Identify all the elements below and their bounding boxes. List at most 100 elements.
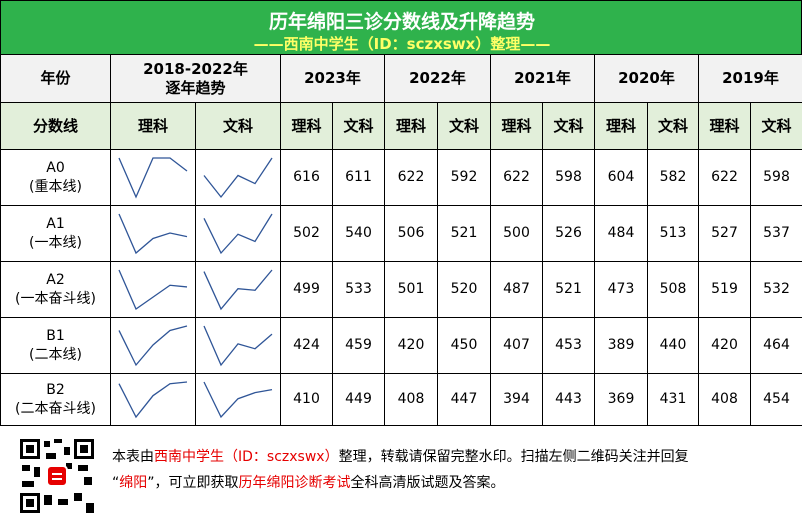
cell-text: 526: [555, 225, 582, 241]
value-cell: 513: [648, 206, 699, 262]
header-cell: 2020年: [595, 55, 699, 103]
trend-cell: [196, 262, 281, 318]
cell-text: 443: [555, 391, 582, 407]
sparkline: [118, 381, 188, 419]
cell-text: (一本奋斗线): [15, 290, 96, 307]
value-cell: 526: [543, 206, 595, 262]
title: 历年绵阳三诊分数线及升降趋势: [268, 11, 535, 33]
header-cell: 理科: [491, 103, 543, 150]
cell-text: 理科: [605, 116, 636, 135]
cell-text: 499: [293, 281, 320, 297]
value-cell: 527: [699, 206, 751, 262]
cell-text: 2022年: [409, 69, 466, 87]
value-cell: 532: [751, 262, 802, 318]
sparkline: [118, 157, 188, 199]
cell-text: 508: [659, 281, 687, 297]
cell-text: 2020年: [618, 69, 675, 87]
cell-text: 604: [607, 169, 635, 185]
value-cell: 447: [438, 374, 491, 426]
value-cell: 453: [543, 318, 595, 374]
cell-text: 453: [555, 337, 582, 353]
cell-text: 450: [450, 337, 478, 353]
footer-text: ”，可立即获取: [147, 475, 239, 491]
value-cell: 450: [438, 318, 491, 374]
trend-cell: [196, 318, 281, 374]
header-cell: 理科: [281, 103, 333, 150]
value-cell: 521: [438, 206, 491, 262]
trend-cell: [196, 374, 281, 426]
cell-text: 408: [397, 391, 425, 407]
header-cell: 2019年: [699, 55, 802, 103]
cell-text: 622: [503, 169, 530, 185]
cell-text: 文科: [553, 116, 584, 135]
cell-text: 582: [659, 169, 687, 185]
header-cell: 文科: [196, 103, 281, 150]
header-cell: 文科: [751, 103, 802, 150]
cell-text: B1: [46, 327, 65, 344]
header-cell: 理科: [385, 103, 438, 150]
value-cell: 389: [595, 318, 648, 374]
header-cell: 分数线: [1, 103, 111, 150]
header-cell: 理科: [699, 103, 751, 150]
sparkline: [203, 325, 273, 367]
cell-text: 616: [293, 169, 320, 185]
row-label: A0 (重本线): [1, 150, 111, 206]
cell-text: 理科: [291, 116, 322, 135]
footer-text: 整理，转载请保留完整水印。扫描左侧二维码关注并回复: [338, 449, 689, 465]
sparkline: [203, 213, 273, 255]
header-cell: 2022年: [385, 55, 491, 103]
cell-text: 文科: [448, 116, 479, 135]
trend-line: [118, 269, 188, 310]
cell-text: 文科: [343, 116, 374, 135]
value-cell: 394: [491, 374, 543, 426]
row-label: B2 (二本奋斗线): [1, 374, 111, 426]
header-cell: 2023年: [281, 55, 385, 103]
cell-text: (二本奋斗线): [15, 400, 96, 417]
value-cell: 598: [543, 150, 595, 206]
value-cell: 598: [751, 150, 802, 206]
cell-text: 537: [763, 225, 790, 241]
header-cell: 文科: [648, 103, 699, 150]
cell-text: 622: [397, 169, 425, 185]
value-cell: 611: [333, 150, 385, 206]
value-cell: 443: [543, 374, 595, 426]
cell-text: 484: [607, 225, 635, 241]
cell-text: 2019年: [722, 69, 779, 87]
cell-text: 410: [293, 391, 320, 407]
cell-text: (二本线): [29, 346, 82, 363]
header-cell: 文科: [333, 103, 385, 150]
value-cell: 540: [333, 206, 385, 262]
value-cell: 582: [648, 150, 699, 206]
cell-text: 598: [555, 169, 582, 185]
cell-text: 520: [450, 281, 478, 297]
cell-text: 454: [763, 391, 790, 407]
cell-text: 文科: [761, 116, 792, 135]
cell-text: 理科: [709, 116, 740, 135]
header-cell: 理科: [595, 103, 648, 150]
value-cell: 473: [595, 262, 648, 318]
value-cell: 506: [385, 206, 438, 262]
cell-text: 2021年: [514, 69, 571, 87]
row-label: A1 (一本线): [1, 206, 111, 262]
cell-text: 513: [659, 225, 687, 241]
value-cell: 464: [751, 318, 802, 374]
cell-text: 文科: [657, 116, 688, 135]
cell-text: 分数线: [32, 116, 78, 135]
value-cell: 622: [699, 150, 751, 206]
header-cell: 理科: [111, 103, 196, 150]
trend-cell: [111, 150, 196, 206]
cell-text: (一本线): [29, 234, 82, 251]
value-cell: 424: [281, 318, 333, 374]
cell-text: 369: [607, 391, 635, 407]
cell-text: 理科: [501, 116, 532, 135]
cell-text: 598: [763, 169, 790, 185]
trend-cell: [111, 262, 196, 318]
row-label: B1 (二本线): [1, 318, 111, 374]
cell-text: 506: [397, 225, 425, 241]
cell-text: 449: [345, 391, 372, 407]
trend-line: [203, 213, 273, 255]
value-cell: 454: [751, 374, 802, 426]
value-cell: 502: [281, 206, 333, 262]
footer-text: 全科高清版试题及答案。: [350, 475, 505, 491]
